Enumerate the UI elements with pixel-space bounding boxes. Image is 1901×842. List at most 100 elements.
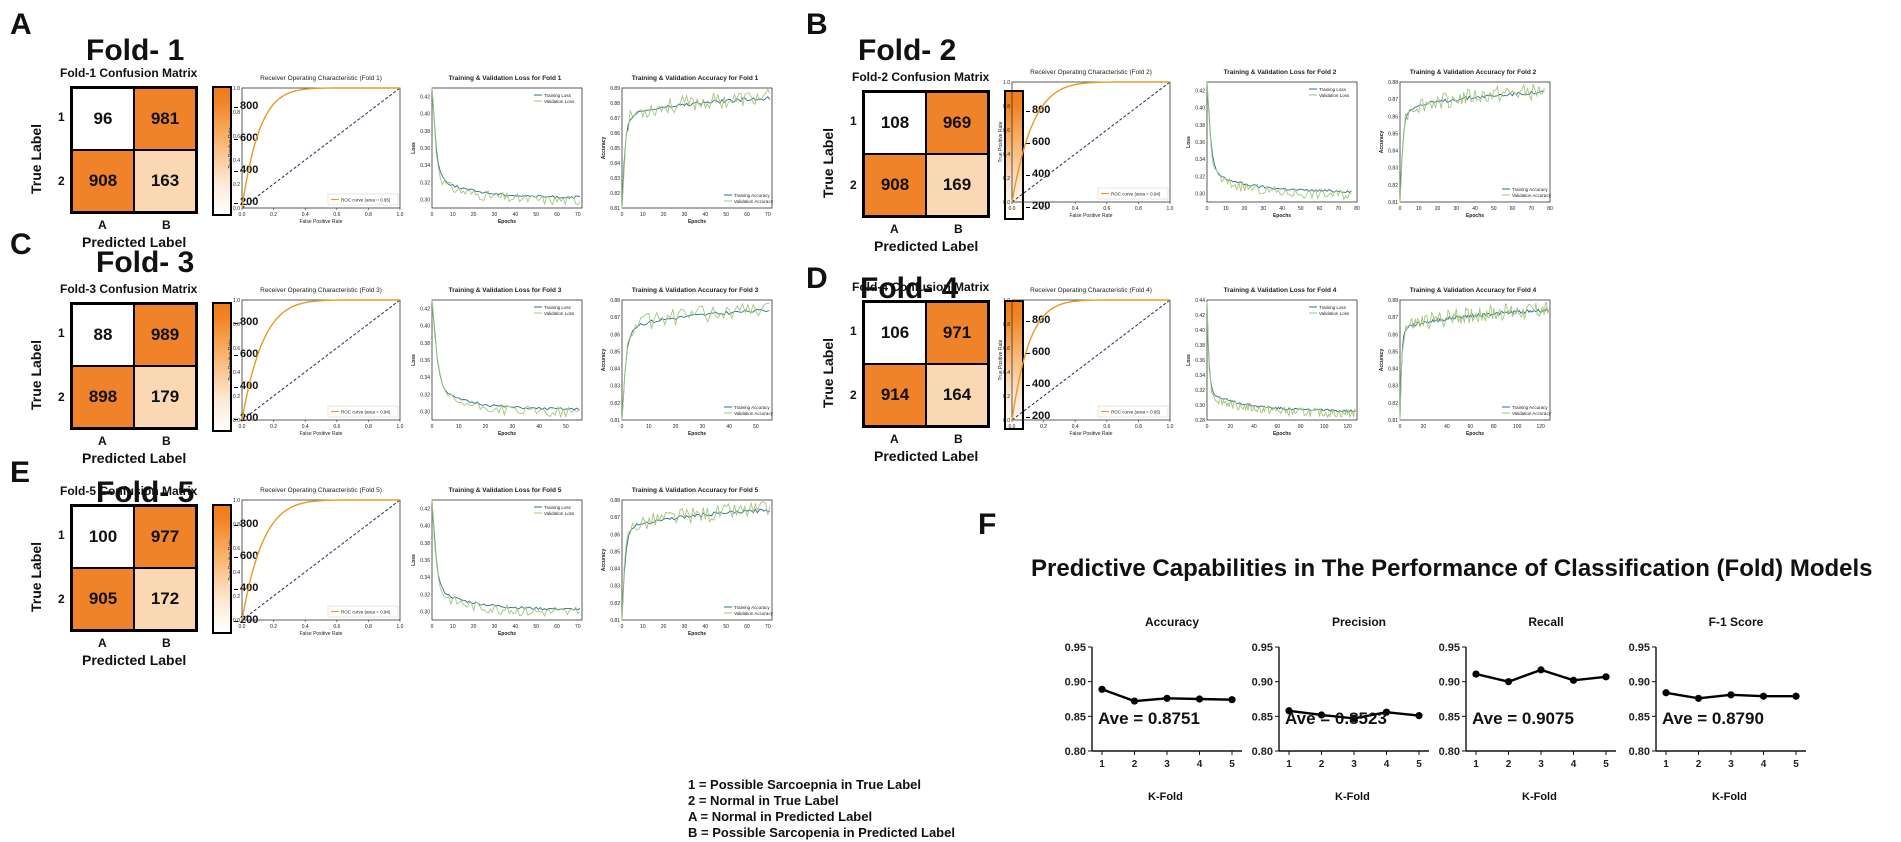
fold-3-loss-legend-val: Validation Loss — [544, 311, 575, 316]
fold-1-roc-xtick: 0.0 — [239, 212, 246, 218]
fold-3-accuracy-ylabel: Accuracy — [601, 349, 607, 372]
fold-3-loss-val-line — [431, 299, 580, 419]
fold-1-accuracy-ytick: 0.81 — [610, 206, 620, 212]
fold-4-accuracy-xtick: 20 — [1421, 424, 1427, 430]
fold-4-loss-xtick: 20 — [1228, 424, 1234, 430]
summary-1-title: Accuracy — [1144, 615, 1200, 629]
fold-4-loss-frame — [1206, 299, 1358, 421]
fold-2-loss-frame — [1206, 81, 1358, 203]
fold-1-cm-ytick: 1 — [58, 110, 65, 124]
fold-5-roc-xtick: 0.0 — [239, 624, 246, 630]
fold-4-cm-title: Fold-4 Confusion Matrix — [852, 280, 990, 294]
fold-2-cm-ytick: 1 — [850, 114, 857, 128]
fold-3-loss-ytick: 0.42 — [420, 307, 430, 313]
fold-2-roc-xtick: 0.6 — [1103, 206, 1110, 212]
fold-4-colorbar-tick: 600 — [1025, 346, 1051, 358]
fold-5-loss-ytick: 0.36 — [420, 558, 430, 564]
fold-4-roc-ytick: 0.4 — [1003, 370, 1010, 376]
fold-1-colorbar-tick: 800 — [233, 100, 259, 112]
fold-1-loss-xtick: 70 — [575, 212, 581, 218]
fold-3-accuracy-legend-train: Training Accuracy — [734, 405, 770, 410]
fold-1-accuracy-ytick: 0.84 — [610, 161, 620, 167]
fold-2-cm-cell: 169 — [926, 154, 988, 216]
fold-5-loss-xtick: 0 — [431, 624, 434, 630]
fold-3-roc-diagonal — [241, 299, 401, 421]
fold-1-roc-xtick: 0.4 — [302, 212, 309, 218]
fold-5-loss-xlabel: Epochs — [498, 631, 516, 637]
fold-2-roc-ytick: 0.6 — [1003, 128, 1010, 134]
summary-4-point — [1662, 689, 1670, 697]
fold-4-roc-xtick: 0.0 — [1009, 424, 1016, 430]
fold-3-accuracy-ytick: 0.85 — [610, 349, 620, 355]
fold-3-roc-title: Receiver Operating Characteristic (Fold … — [260, 287, 382, 294]
fold-4-accuracy-ytick: 0.88 — [1388, 298, 1398, 304]
summary-4-point — [1727, 691, 1735, 699]
fold-3-roc-xtick: 0.4 — [302, 424, 309, 430]
fold-4-title: Fold- 4 — [860, 272, 959, 305]
fold-2-roc-legend-box — [1097, 187, 1169, 200]
fold-4-accuracy-ytick: 0.82 — [1388, 401, 1398, 407]
fold-2-accuracy-xtick: 10 — [1416, 206, 1422, 212]
fold-2-roc-diagonal — [1011, 81, 1171, 203]
fold-4-cm-cell: 971 — [926, 302, 988, 364]
fold-1-loss-xtick: 30 — [492, 212, 498, 218]
fold-3-loss-ytick: 0.36 — [420, 358, 430, 364]
fold-4-roc-ytick: 0.2 — [1003, 394, 1010, 400]
fold-4-cm-cell: 914 — [864, 364, 926, 426]
fold-2-loss-xtick: 80 — [1354, 206, 1360, 212]
fold-3-loss-ytick: 0.34 — [420, 375, 430, 381]
fold-1-title: Fold- 1 — [86, 34, 185, 67]
fold-3-roc-chart: Receiver Operating Characteristic (Fold … — [228, 287, 404, 437]
fold-5-roc-xtick: 0.8 — [365, 624, 372, 630]
fold-3-accuracy-ytick: 0.86 — [610, 332, 620, 338]
fold-4-roc-xtick: 0.8 — [1135, 424, 1142, 430]
fold-1-roc-ytick: 0.0 — [233, 206, 240, 212]
panel-letter-f: F — [978, 508, 997, 541]
fold-5-accuracy-frame — [621, 499, 773, 621]
summary-3-ytick: 0.80 — [1439, 746, 1460, 758]
summary-2-point — [1415, 712, 1423, 720]
fold-4-roc-curve — [1011, 299, 1170, 421]
fold-3-accuracy-val-line — [621, 302, 770, 421]
fold-5-cm-xtick: B — [162, 636, 171, 650]
fold-1-cm-ylabel: True Label — [28, 123, 44, 194]
fold-1-roc-xtick: 0.6 — [333, 212, 340, 218]
fold-2-roc-curve — [1011, 81, 1170, 203]
fold-3-roc-ytick: 0.4 — [233, 370, 240, 376]
fold-4-cm-ylabel: True Label — [820, 337, 836, 408]
summary-2-point — [1285, 707, 1293, 715]
fold-2-loss-ytick: 0.32 — [1195, 174, 1205, 180]
fold-5-loss-legend-train: Training Loss — [544, 505, 572, 510]
fold-5-accuracy-ytick: 0.82 — [610, 601, 620, 607]
fold-4-cm-xtick: B — [954, 432, 963, 446]
fold-1-accuracy-xtick: 70 — [765, 212, 771, 218]
fold-2-loss-xtick: 50 — [1298, 206, 1304, 212]
fold-4-accuracy-xlabel: Epochs — [1466, 431, 1484, 437]
fold-1-roc-ylabel: True Positive Rate — [228, 127, 234, 168]
fold-5-accuracy-xlabel: Epochs — [688, 631, 706, 637]
fold-1-roc-legend-box — [327, 193, 399, 206]
fold-2-roc-chart: Receiver Operating Characteristic (Fold … — [998, 69, 1174, 219]
summary-2-ytick: 0.95 — [1252, 642, 1273, 654]
fold-5-accuracy-xtick: 30 — [682, 624, 688, 630]
fold-1-loss-ytick: 0.36 — [420, 146, 430, 152]
fold-1-accuracy-xtick: 20 — [661, 212, 667, 218]
fold-3-roc-legend-box — [327, 405, 399, 418]
summary-4-ytick: 0.90 — [1629, 677, 1650, 689]
fold-4-loss-legend-val: Validation Loss — [1319, 311, 1350, 316]
fold-5-accuracy-title: Training & Validation Accuracy for Fold … — [632, 487, 759, 494]
fold-5-roc-ytick: 0.8 — [233, 522, 240, 528]
fold-4-cm-ytick: 1 — [850, 324, 857, 338]
fold-5-roc-ylabel: True Positive Rate — [228, 539, 234, 580]
fold-5-colorbar-tick: 600 — [233, 550, 259, 562]
fold-1-accuracy-ytick: 0.89 — [610, 86, 620, 92]
summary-1-xtick: 4 — [1197, 759, 1203, 770]
fold-4-loss-xtick: 120 — [1343, 424, 1352, 430]
fold-2-roc-ytick: 0.4 — [1003, 152, 1010, 158]
summary-2-xlabel: K-Fold — [1335, 791, 1370, 803]
fold-4-accuracy-xtick: 0 — [1399, 424, 1402, 430]
fold-3-loss-train-line — [431, 299, 580, 411]
fold-4-accuracy-ylabel: Accuracy — [1379, 349, 1385, 372]
fold-5-loss-xtick: 10 — [450, 624, 456, 630]
fold-5-cm-cell: 172 — [134, 568, 196, 630]
